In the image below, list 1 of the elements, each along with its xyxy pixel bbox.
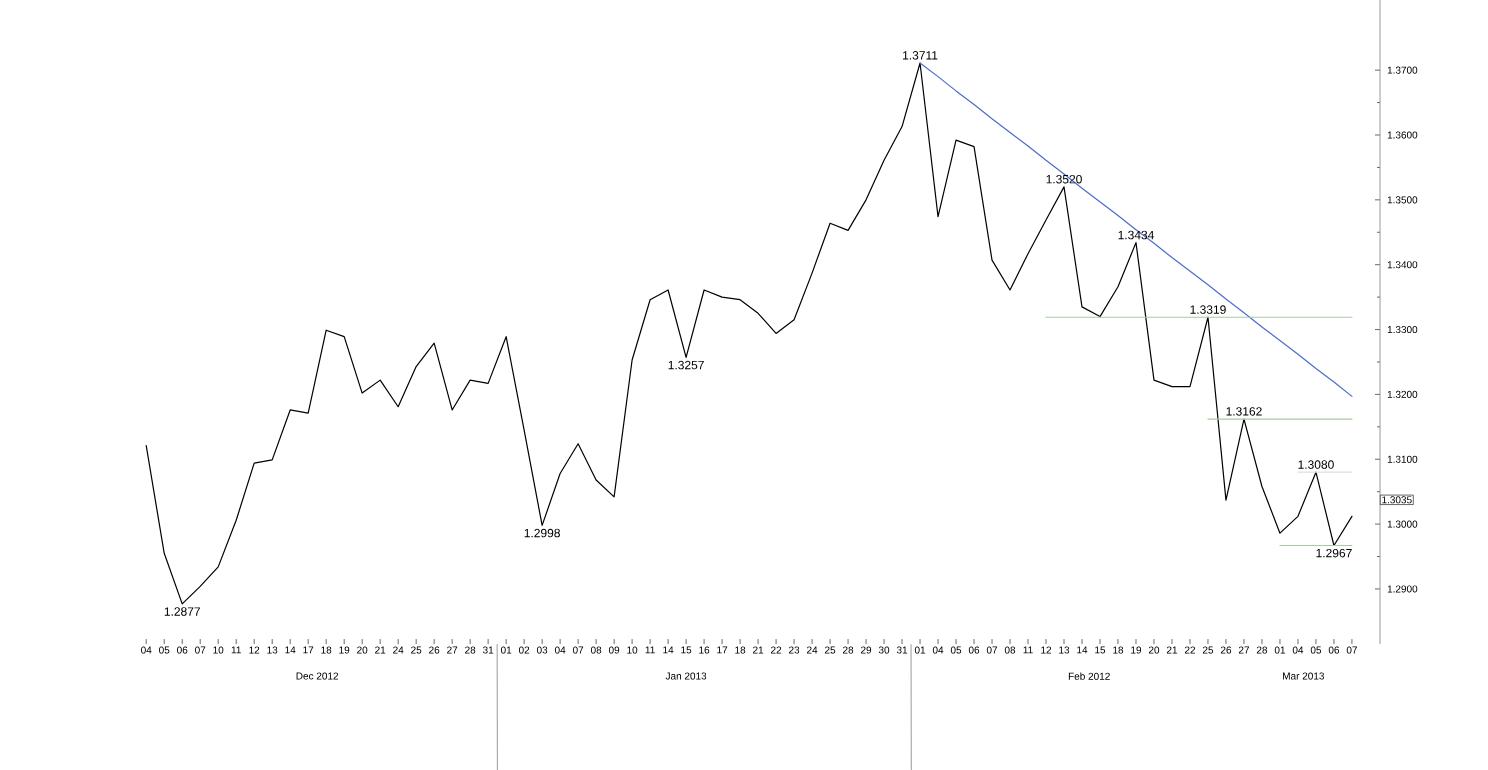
line-series [145,62,1353,605]
